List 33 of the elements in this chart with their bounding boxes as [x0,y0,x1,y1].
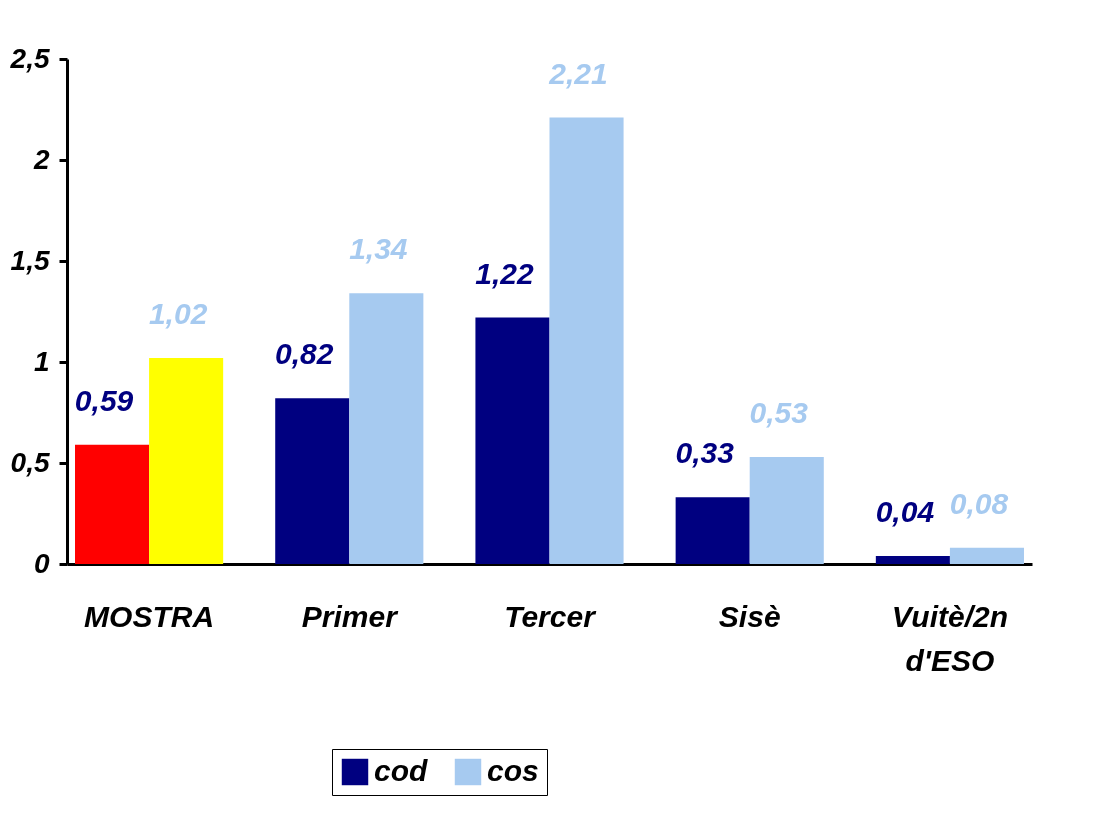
y-tick-label: 0,5 [10,446,50,478]
y-tick-label: 2,5 [9,42,50,74]
y-tick-label: 1 [33,345,50,377]
y-tick-label: 2 [32,143,50,175]
legend-label: cos [487,754,539,787]
y-tick-label: 1,5 [10,244,50,276]
data-label: 0,08 [949,486,1009,520]
data-label: 1,22 [475,256,534,290]
data-label: 1,34 [349,232,408,266]
legend-label: cod [374,754,429,787]
data-label: 2,21 [548,56,608,90]
data-label: 0,53 [749,395,809,429]
bar [749,456,824,564]
bar [275,398,350,564]
bar [149,357,224,564]
y-tick-label: 0 [33,547,50,579]
bar [549,117,624,564]
x-tick-label: Sisè [718,599,781,633]
data-label: 0,04 [875,494,935,528]
data-label: 0,59 [74,383,134,417]
data-label: 0,33 [675,436,735,470]
x-tick-label: Tercer [504,599,598,633]
data-label: 1,02 [148,296,208,330]
x-tick-label: MOSTRA [84,599,215,633]
bar [949,547,1024,564]
bar [875,555,950,564]
bar [75,444,150,564]
bar [675,497,750,564]
bar [475,317,550,564]
x-tick-label: Primer [301,599,400,633]
data-label: 0,82 [275,337,334,371]
x-tick-label: Vuitè/2n d'ESO [891,599,1008,677]
bar [349,293,424,564]
